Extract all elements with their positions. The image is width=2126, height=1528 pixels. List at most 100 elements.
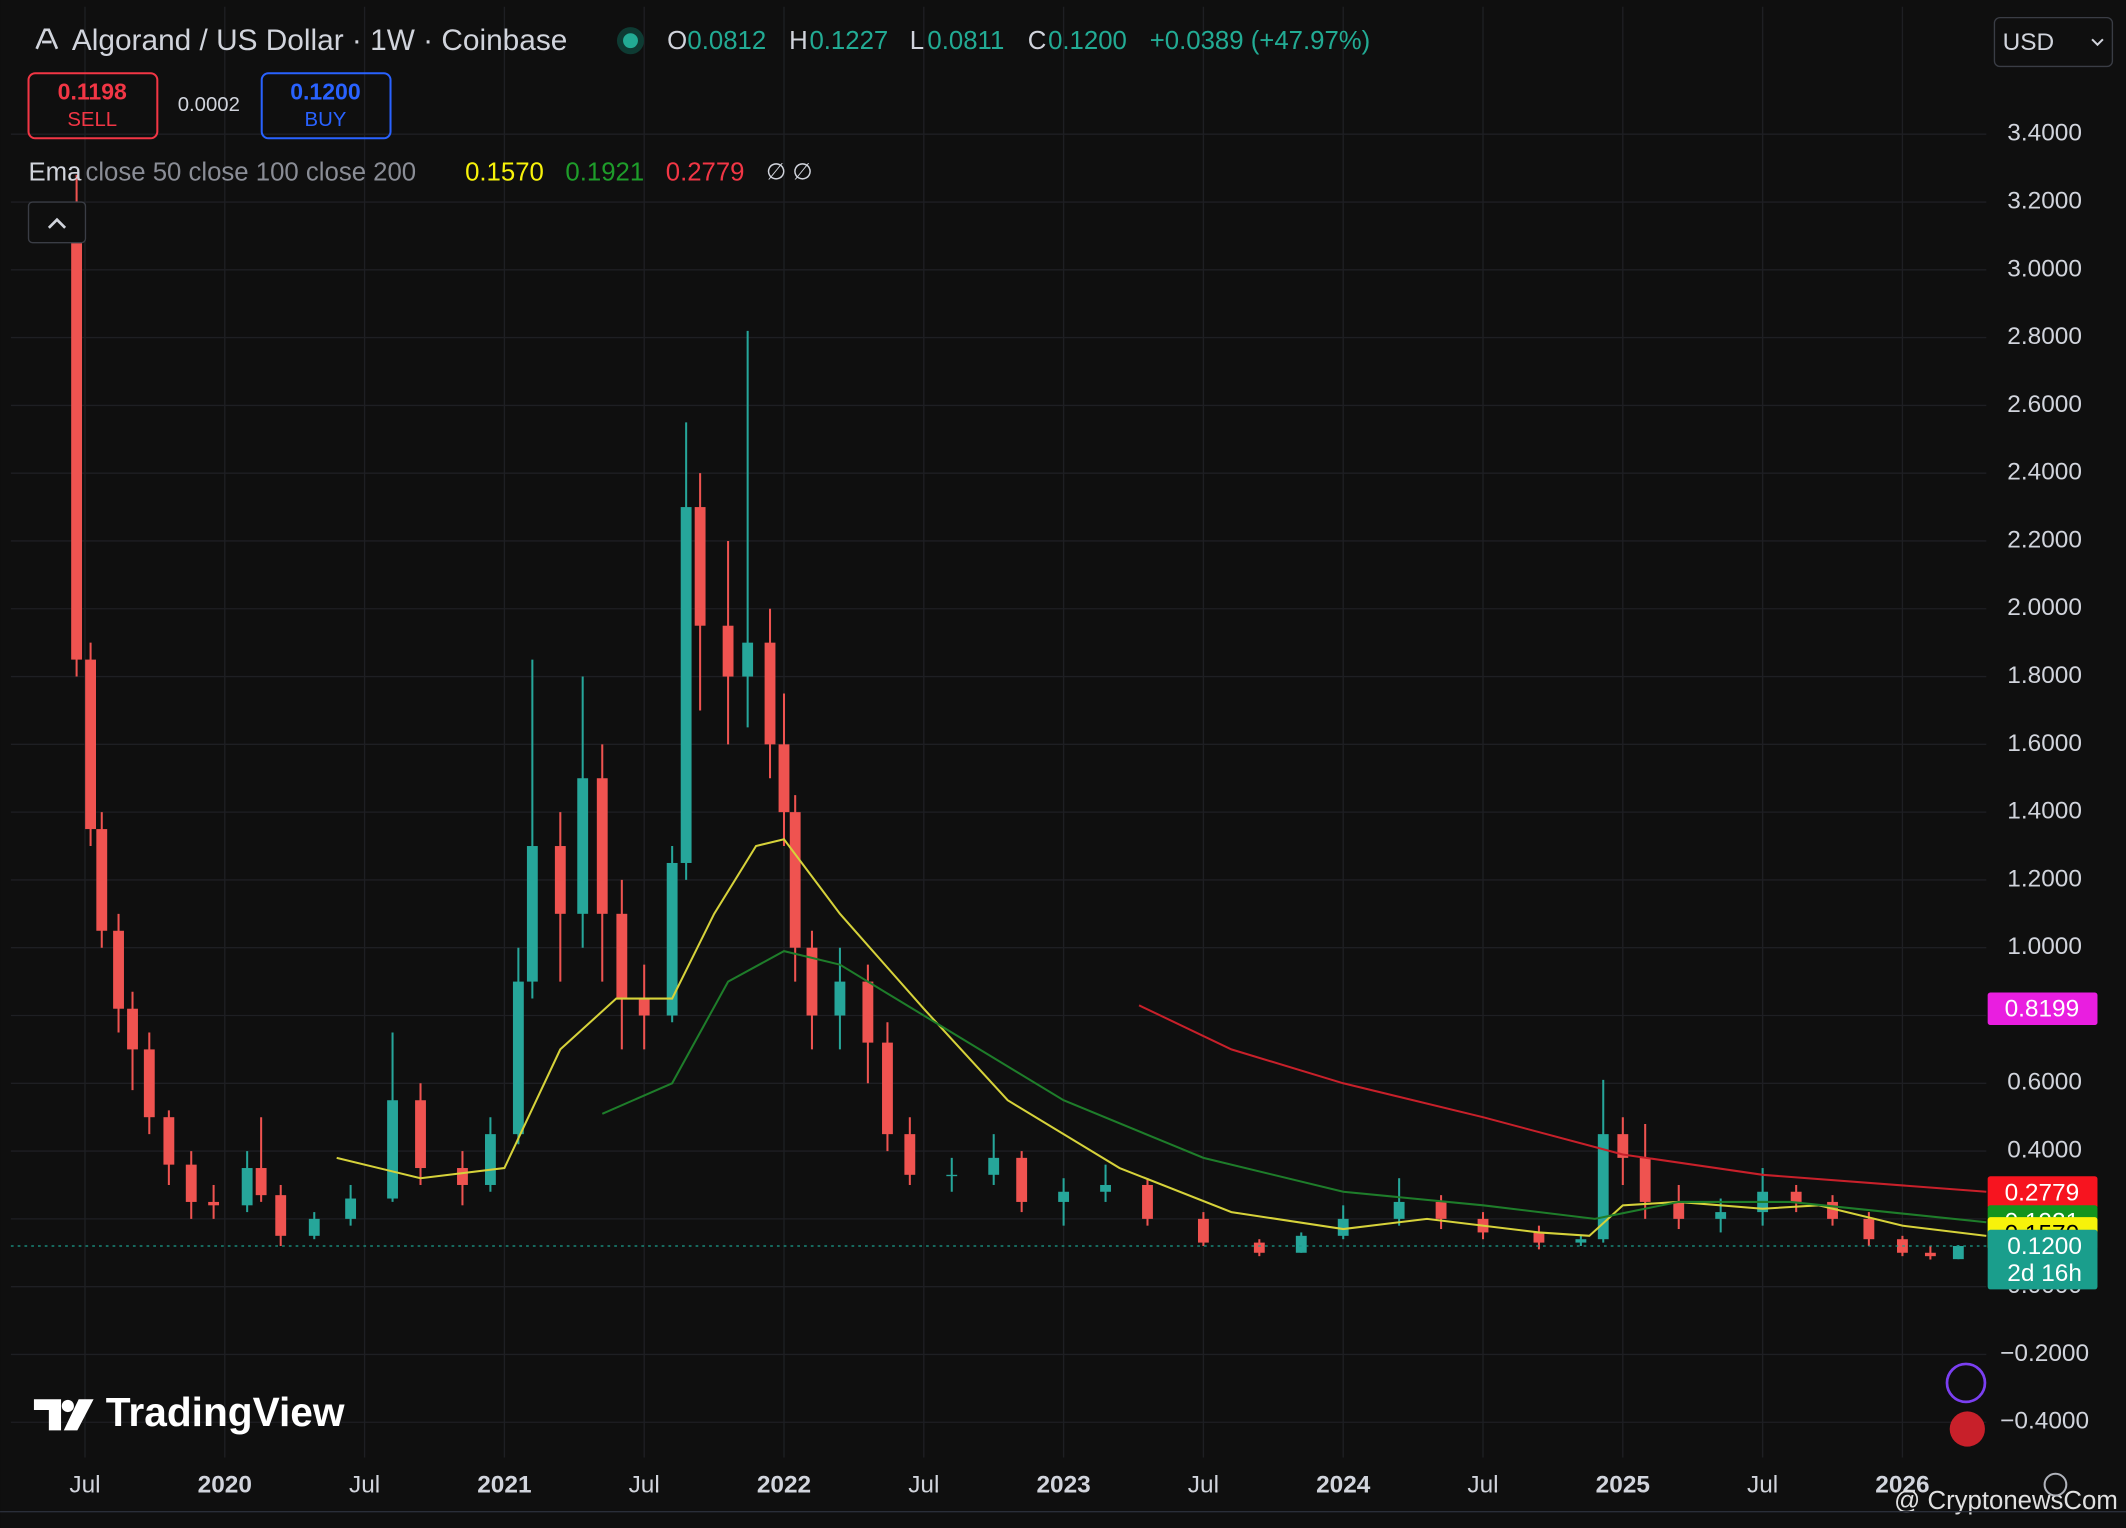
candle-body: [554, 846, 566, 914]
flag-icon[interactable]: [1949, 1411, 1985, 1447]
x-tick-label: Jul: [629, 1471, 660, 1498]
candle-body: [1533, 1232, 1545, 1243]
ohlc-value: 0.1227: [809, 27, 888, 55]
candle-body: [778, 744, 790, 813]
sell-price: 0.1198: [58, 79, 127, 105]
candle-body: [1952, 1245, 1964, 1260]
candle-body: [71, 202, 83, 660]
indicator-empty: ∅ ∅: [766, 159, 813, 185]
grid: [10, 6, 1987, 1458]
symbol-icon: [35, 28, 59, 50]
ohlc-value: 0.0811: [927, 27, 1004, 55]
indicator-value: 0.1570: [465, 158, 544, 186]
assistant-icon[interactable]: [1945, 1362, 1987, 1404]
candle-body: [577, 778, 589, 914]
plot: [10, 174, 1987, 1260]
ohlc-key: C: [1028, 27, 1047, 55]
candle-body: [526, 846, 538, 982]
candle-body: [1575, 1239, 1587, 1243]
candle-body: [1337, 1218, 1349, 1236]
x-tick-label: 2021: [477, 1471, 531, 1498]
candle-body: [904, 1134, 916, 1175]
x-tick-label: Jul: [908, 1471, 939, 1498]
candle-body: [616, 913, 628, 999]
logo-text: TradingView: [106, 1389, 345, 1435]
y-tick-label: 2.2000: [2007, 526, 2082, 553]
y-tick-label: 2.0000: [2007, 594, 2082, 621]
candle-body: [1924, 1252, 1936, 1257]
price-label: 0.8199: [2005, 996, 2080, 1023]
watermark: @ CryptonewsCom: [1894, 1487, 2118, 1515]
candle-body: [1197, 1218, 1209, 1243]
candle-body: [275, 1195, 287, 1236]
price-label-box: [1987, 992, 2098, 1026]
candle-body: [722, 625, 734, 677]
candle-body: [512, 981, 524, 1135]
logo-dot: [61, 1399, 74, 1413]
candle-body: [1673, 1201, 1685, 1219]
candle-body: [308, 1218, 320, 1236]
y-tick-label: 3.4000: [2007, 120, 2082, 147]
candle-body: [882, 1042, 893, 1135]
candle-body: [208, 1201, 220, 1206]
currency: USD: [2003, 29, 2055, 56]
candle-body: [1295, 1235, 1307, 1253]
ema-line: [336, 838, 1987, 1237]
x-tick-label: Jul: [349, 1471, 380, 1498]
candle-body: [1435, 1201, 1447, 1219]
candle-body: [255, 1168, 267, 1196]
logo-mark: [33, 1399, 94, 1431]
collapse-button[interactable]: [27, 201, 87, 244]
sell-label: SELL: [67, 109, 117, 131]
currency-select[interactable]: [1993, 16, 2114, 68]
candle-body: [680, 507, 692, 863]
candle-body: [1715, 1212, 1727, 1219]
ohlc-key: L: [910, 27, 924, 55]
ohlc-value: 0.1200: [1048, 27, 1127, 55]
chevron-down: [2091, 38, 2104, 47]
y-tick-label: −0.2000: [2000, 1340, 2089, 1367]
candle-body: [666, 862, 678, 1016]
candle-body: [113, 930, 124, 1009]
y-tick-label: 1.0000: [2007, 933, 2082, 960]
x-tick-label: 2024: [1316, 1471, 1371, 1498]
x-tick-label: 2020: [198, 1471, 252, 1498]
candle-body: [484, 1134, 496, 1185]
buy-price: 0.1200: [290, 79, 360, 105]
candle-body: [127, 1008, 138, 1050]
price-scale: −0.4000−0.20000.00000.20000.40000.60000.…: [69, 120, 2098, 1498]
price-label-box: [1987, 1176, 2098, 1209]
x-tick-label: 2026: [1875, 1471, 1929, 1498]
candle-body: [764, 642, 776, 745]
ohlc-key: H: [789, 27, 808, 55]
y-tick-label: −0.4000: [2000, 1408, 2089, 1435]
candle-body: [1827, 1201, 1838, 1219]
candle-body: [1617, 1134, 1629, 1158]
chevron-up: [47, 217, 67, 229]
candle-body: [742, 642, 754, 677]
candle-body: [1016, 1157, 1028, 1202]
ema-line: [1138, 1004, 1987, 1193]
indicator-name: Ema: [29, 158, 83, 186]
candle-body: [1058, 1191, 1070, 1202]
candle-body: [988, 1157, 1000, 1175]
sell-button[interactable]: [27, 72, 159, 140]
candle-body: [457, 1168, 468, 1185]
candle-body: [1393, 1201, 1405, 1219]
candle-body: [806, 947, 818, 1016]
candle-body: [163, 1117, 175, 1165]
y-tick-label: 3.0000: [2007, 255, 2082, 282]
ohlc-key: O: [667, 27, 687, 55]
buy-label: BUY: [305, 109, 347, 131]
candle-body: [345, 1198, 357, 1219]
last-price-label: 0.1200: [2007, 1233, 2082, 1260]
y-tick-label: 1.4000: [2007, 798, 2082, 825]
candle-body: [1863, 1218, 1875, 1240]
settings-icon[interactable]: [2043, 1472, 2068, 1497]
x-tick-label: Jul: [1188, 1471, 1219, 1498]
candle-body: [1790, 1191, 1802, 1202]
buy-button[interactable]: [260, 72, 392, 140]
ohlc-value: 0.0812: [687, 27, 766, 55]
price-label: 0.2779: [2005, 1179, 2080, 1206]
